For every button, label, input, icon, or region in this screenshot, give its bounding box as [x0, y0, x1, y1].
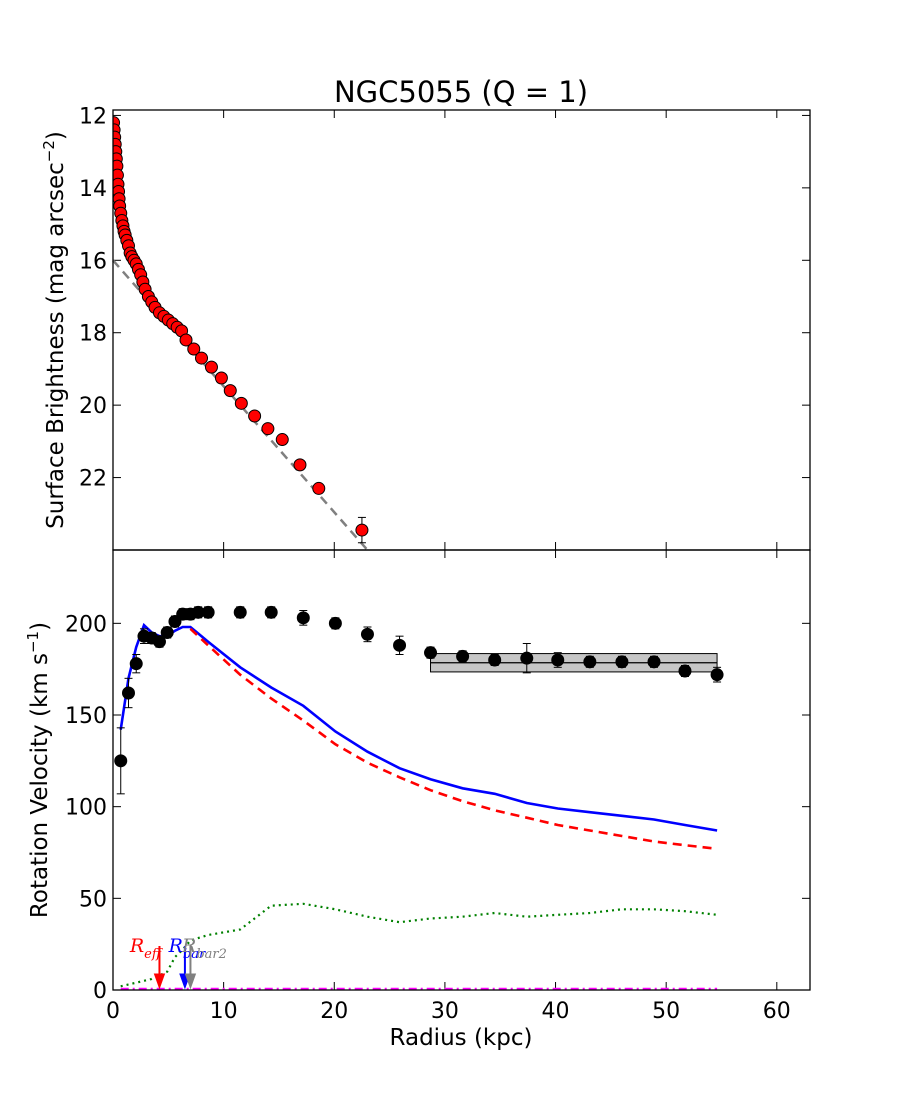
- bottom-y-axis-label-close: ): [27, 622, 53, 631]
- top-y-tick-label: 12: [79, 104, 107, 129]
- top-y-tick-label: 14: [79, 177, 107, 202]
- surface-brightness-point: [312, 481, 326, 495]
- rotation-point: [647, 655, 661, 669]
- bottom-y-axis-label-exponent: −1: [24, 631, 42, 653]
- rotation-point: [710, 668, 724, 682]
- top-y-tick-label: 20: [79, 394, 107, 419]
- radius-marker-subscript: bar2: [196, 947, 227, 962]
- bottom-axis-ticks: 0 10 20 30 40 50 60 0 50 100 150 200: [65, 550, 810, 1024]
- rotation-point: [296, 611, 310, 625]
- bottom-x-tick-label: 40: [542, 999, 570, 1024]
- top-plot-frame: [112, 109, 811, 551]
- bottom-x-tick-label: 30: [431, 999, 459, 1024]
- surface-brightness-point: [355, 523, 369, 537]
- surface-brightness-point: [204, 360, 218, 374]
- top-y-tick-label: 16: [79, 249, 107, 274]
- observed-rotation-points: [114, 605, 724, 795]
- rotation-point: [114, 754, 128, 768]
- chart-title: NGC5055 (Q = 1): [334, 75, 588, 109]
- radius-marker-label: Reff: [129, 935, 164, 962]
- top-y-axis-label-main: Surface Brightness (mag arcsec: [43, 162, 69, 529]
- bottom-x-tick-label: 10: [210, 999, 238, 1024]
- surface-brightness-points: [113, 116, 369, 544]
- bottom-y-tick-label: 150: [65, 704, 107, 729]
- top-y-axis-label: Surface Brightness (mag arcsec−2): [40, 131, 69, 529]
- model-curve-dashed: [189, 627, 718, 851]
- radius-marker-label: Rbar: [168, 935, 206, 962]
- bottom-y-tick-label: 100: [65, 796, 107, 821]
- surface-brightness-point: [187, 342, 201, 356]
- bottom-x-axis-label: Radius (kpc): [390, 1025, 533, 1051]
- radius-marker-label: Rbar2: [181, 935, 227, 962]
- rotation-point: [160, 626, 174, 639]
- rotation-point: [456, 649, 470, 663]
- model-curves: [119, 622, 718, 991]
- rotation-point: [201, 605, 215, 619]
- rotation-point: [264, 605, 278, 619]
- bottom-y-axis-label-main: Rotation Velocity (km s: [27, 653, 53, 918]
- top-y-ticks: 12 14 16 18 20 22: [79, 104, 810, 550]
- rotation-point: [393, 638, 407, 652]
- surface-brightness-point: [293, 458, 307, 472]
- top-y-axis-label-close: ): [43, 131, 69, 140]
- radius-marker-subscript: bar: [183, 947, 206, 962]
- surface-brightness-markers: [113, 116, 369, 544]
- surface-brightness-panel: NGC5055 (Q = 1) 12 14 16 18 20 22 Surface Bri…: [40, 75, 811, 551]
- surface-brightness-point: [261, 422, 275, 436]
- radius-marker-symbol: R: [168, 935, 183, 957]
- top-y-tick-label: 22: [79, 467, 107, 492]
- bottom-y-tick-label: 200: [65, 612, 107, 637]
- surface-brightness-point: [179, 333, 193, 347]
- surface-brightness-point: [248, 409, 262, 423]
- surface-brightness-point: [223, 384, 237, 398]
- bottom-y-tick-label: 0: [93, 979, 107, 1004]
- rotation-point: [583, 655, 597, 669]
- rotation-point: [328, 616, 342, 630]
- top-y-axis-label-exponent: −2: [40, 140, 58, 162]
- radius-marker-symbol: R: [129, 935, 144, 957]
- rotation-point: [615, 655, 629, 669]
- radius-marker-arrowhead: [153, 973, 166, 990]
- bottom-y-axis-label: Rotation Velocity (km s−1): [24, 622, 53, 918]
- radius-marker-subscript: eff: [144, 947, 164, 962]
- rotation-point: [520, 651, 534, 665]
- rotation-point: [360, 627, 374, 641]
- rotation-point: [121, 686, 135, 700]
- surface-brightness-point: [214, 371, 228, 385]
- bottom-x-tick-label: 50: [652, 999, 680, 1024]
- bottom-x-tick-label: 60: [763, 999, 791, 1024]
- surface-brightness-point: [195, 351, 209, 365]
- rotation-point: [152, 635, 166, 649]
- rotation-point: [424, 646, 438, 660]
- bottom-plot-frame: [112, 549, 811, 991]
- surface-brightness-point: [234, 396, 248, 410]
- radius-marker-symbol: R: [181, 935, 196, 957]
- rotation-point: [129, 657, 143, 671]
- bottom-x-tick-label: 0: [106, 999, 120, 1024]
- model-curve-dotted: [120, 902, 718, 988]
- surface-brightness-point: [275, 433, 289, 447]
- bottom-y-tick-label: 50: [79, 887, 107, 912]
- rotation-point: [233, 605, 247, 619]
- rotation-point: [678, 664, 692, 678]
- rotation-point: [551, 653, 565, 667]
- bottom-x-tick-label: 20: [320, 999, 348, 1024]
- radius-marker-arrowhead: [184, 973, 197, 990]
- flat-velocity-band: [430, 653, 718, 673]
- top-y-tick-label: 18: [79, 322, 107, 347]
- rotation-point: [488, 653, 502, 667]
